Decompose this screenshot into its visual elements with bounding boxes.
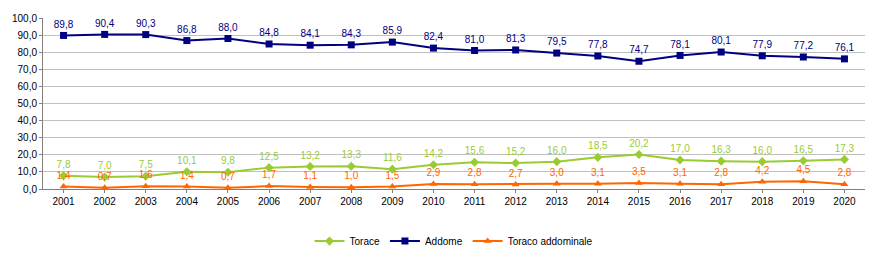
svg-text:78,1: 78,1 <box>670 39 690 50</box>
svg-text:90,4: 90,4 <box>95 18 115 29</box>
svg-text:Torace: Torace <box>350 236 380 247</box>
svg-text:85,9: 85,9 <box>383 25 403 36</box>
svg-text:13,2: 13,2 <box>300 150 320 161</box>
svg-text:Addome: Addome <box>425 236 463 247</box>
svg-text:2016: 2016 <box>669 196 692 207</box>
svg-text:1,1: 1,1 <box>303 170 317 181</box>
svg-text:2005: 2005 <box>217 196 240 207</box>
svg-text:30,0: 30,0 <box>18 132 38 143</box>
svg-text:2012: 2012 <box>505 196 528 207</box>
svg-text:16,0: 16,0 <box>547 145 567 156</box>
svg-text:90,3: 90,3 <box>136 18 156 29</box>
svg-text:9,8: 9,8 <box>221 155 235 166</box>
svg-text:16,5: 16,5 <box>794 144 814 155</box>
svg-text:4,2: 4,2 <box>755 165 769 176</box>
svg-text:88,0: 88,0 <box>218 22 238 33</box>
svg-text:Toraco addominale: Toraco addominale <box>508 236 593 247</box>
svg-text:10,0: 10,0 <box>18 166 38 177</box>
svg-text:2013: 2013 <box>546 196 569 207</box>
svg-text:15,2: 15,2 <box>506 146 526 157</box>
svg-text:2007: 2007 <box>299 196 322 207</box>
svg-text:3,1: 3,1 <box>591 167 605 178</box>
svg-text:2009: 2009 <box>381 196 404 207</box>
svg-text:2004: 2004 <box>176 196 199 207</box>
svg-text:80,1: 80,1 <box>711 35 731 46</box>
svg-text:2,8: 2,8 <box>714 167 728 178</box>
svg-text:2,8: 2,8 <box>468 167 482 178</box>
svg-text:10,1: 10,1 <box>177 155 197 166</box>
svg-text:11,6: 11,6 <box>383 152 402 163</box>
svg-text:2,7: 2,7 <box>509 168 523 179</box>
svg-text:79,5: 79,5 <box>547 36 567 47</box>
svg-text:4,5: 4,5 <box>796 164 810 175</box>
svg-text:1,0: 1,0 <box>344 170 358 181</box>
svg-text:7,8: 7,8 <box>57 159 71 170</box>
svg-text:80,0: 80,0 <box>18 47 38 58</box>
svg-text:18,5: 18,5 <box>588 140 608 151</box>
svg-text:0,0: 0,0 <box>23 184 37 195</box>
svg-text:84,1: 84,1 <box>300 28 320 39</box>
svg-text:0,7: 0,7 <box>98 171 112 182</box>
svg-text:2002: 2002 <box>94 196 117 207</box>
svg-text:100,0: 100,0 <box>12 13 37 24</box>
svg-text:70,0: 70,0 <box>18 64 38 75</box>
svg-text:1,6: 1,6 <box>139 169 153 180</box>
svg-text:7,0: 7,0 <box>98 160 112 171</box>
svg-text:40,0: 40,0 <box>18 115 38 126</box>
svg-text:2006: 2006 <box>258 196 281 207</box>
svg-text:2008: 2008 <box>340 196 363 207</box>
svg-text:86,8: 86,8 <box>177 24 197 35</box>
svg-text:3,0: 3,0 <box>550 167 564 178</box>
svg-text:2018: 2018 <box>751 196 774 207</box>
svg-text:81,3: 81,3 <box>506 33 526 44</box>
svg-text:17,3: 17,3 <box>835 143 855 154</box>
svg-text:81,0: 81,0 <box>465 34 485 45</box>
svg-text:2001: 2001 <box>52 196 75 207</box>
svg-text:2019: 2019 <box>792 196 815 207</box>
svg-text:2,8: 2,8 <box>837 167 851 178</box>
svg-text:16,3: 16,3 <box>711 144 731 155</box>
svg-text:82,4: 82,4 <box>424 31 444 42</box>
svg-text:2014: 2014 <box>587 196 610 207</box>
svg-text:74,7: 74,7 <box>629 44 649 55</box>
svg-text:50,0: 50,0 <box>18 98 38 109</box>
svg-text:15,6: 15,6 <box>465 145 485 156</box>
svg-text:3,5: 3,5 <box>632 166 646 177</box>
svg-text:76,1: 76,1 <box>835 42 855 53</box>
svg-text:1,4: 1,4 <box>180 170 194 181</box>
svg-text:77,8: 77,8 <box>588 39 608 50</box>
svg-text:2017: 2017 <box>710 196 733 207</box>
svg-text:2015: 2015 <box>628 196 651 207</box>
svg-text:2,9: 2,9 <box>426 167 440 178</box>
svg-text:17,0: 17,0 <box>670 143 690 154</box>
svg-text:2020: 2020 <box>833 196 856 207</box>
svg-text:7,5: 7,5 <box>139 159 153 170</box>
svg-text:16,0: 16,0 <box>753 145 773 156</box>
svg-text:2011: 2011 <box>464 196 486 207</box>
svg-text:77,9: 77,9 <box>753 39 773 50</box>
svg-text:2010: 2010 <box>422 196 445 207</box>
svg-text:84,3: 84,3 <box>342 28 362 39</box>
svg-text:3,1: 3,1 <box>673 167 687 178</box>
svg-text:84,8: 84,8 <box>259 27 279 38</box>
svg-text:89,8: 89,8 <box>54 19 74 30</box>
svg-text:1,4: 1,4 <box>57 170 71 181</box>
svg-text:0,7: 0,7 <box>221 171 235 182</box>
svg-text:60,0: 60,0 <box>18 81 38 92</box>
svg-text:20,2: 20,2 <box>629 138 649 149</box>
svg-text:14,2: 14,2 <box>424 148 444 159</box>
svg-text:1,5: 1,5 <box>385 170 399 181</box>
svg-text:1,7: 1,7 <box>262 169 276 180</box>
svg-text:2003: 2003 <box>135 196 158 207</box>
svg-text:12,5: 12,5 <box>259 151 279 162</box>
svg-text:20,0: 20,0 <box>18 149 38 160</box>
svg-text:77,2: 77,2 <box>794 40 814 51</box>
svg-text:13,3: 13,3 <box>342 149 362 160</box>
svg-text:90,0: 90,0 <box>18 30 38 41</box>
